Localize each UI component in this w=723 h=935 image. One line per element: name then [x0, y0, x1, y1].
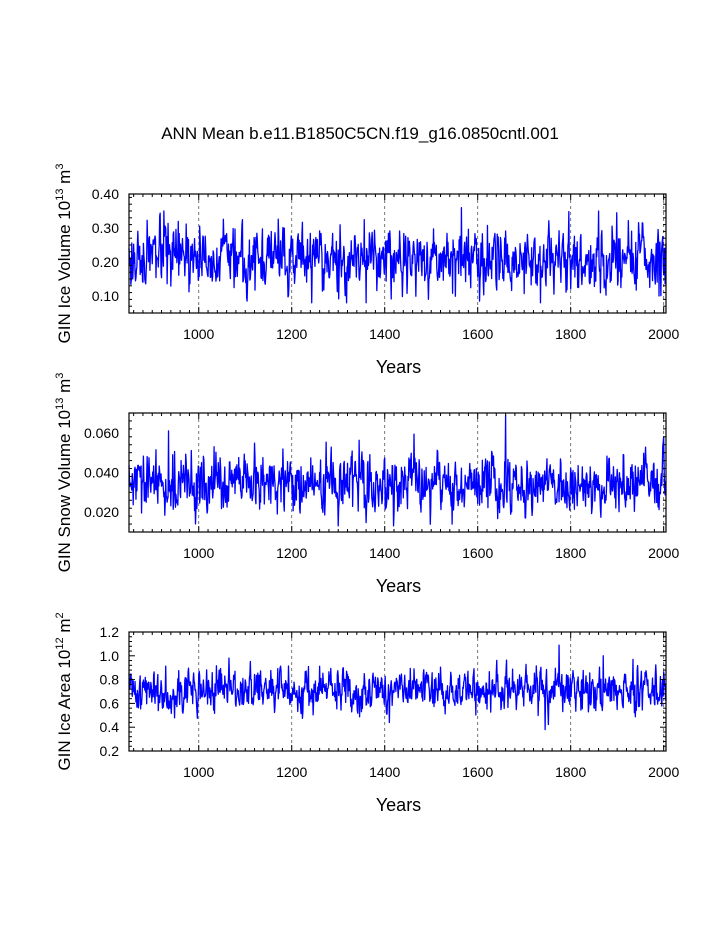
y-label-unit-exponent: 2 — [54, 612, 66, 618]
y-tick-label: 0.060 — [84, 425, 119, 441]
x-tick-label: 1800 — [555, 764, 586, 780]
series-line — [128, 414, 667, 527]
x-tick-label: 2000 — [648, 326, 679, 342]
y-label-text: GIN Snow Volume 10 — [55, 410, 74, 573]
y-label-unit: m — [55, 619, 74, 638]
y-label-exponent: 13 — [54, 189, 66, 201]
x-axis-label: Years — [376, 576, 421, 596]
y-label-unit-exponent: 3 — [54, 373, 66, 379]
chart-panel: 1000 1200 1400 1600 1800 2000 0.020 0.040 0.060 Y… — [54, 373, 679, 596]
x-tick-label: 1400 — [369, 545, 400, 561]
y-label-exponent: 13 — [54, 398, 66, 410]
x-tick-label: 1600 — [462, 326, 493, 342]
x-axis-label: Years — [376, 795, 421, 815]
y-label-text: GIN Ice Volume 10 — [55, 201, 74, 344]
x-tick-label: 1000 — [183, 326, 214, 342]
y-label-unit: m — [55, 170, 74, 189]
x-tick-label: 1000 — [183, 764, 214, 780]
series-line — [128, 206, 667, 304]
y-axis-label: GIN Ice Area 1012 m2 — [54, 612, 74, 770]
y-label-exponent: 12 — [54, 637, 66, 649]
x-tick-label: 1400 — [369, 326, 400, 342]
x-tick-label: 1800 — [555, 326, 586, 342]
y-tick-label: 0.8 — [100, 672, 120, 688]
y-axis-label: GIN Snow Volume 1013 m3 — [54, 373, 74, 573]
x-tick-label: 1800 — [555, 545, 586, 561]
x-tick-label: 1000 — [183, 545, 214, 561]
chart-panel: 1000 1200 1400 1600 1800 2000 0.10 0.20 0.30 0.40… — [54, 164, 679, 377]
plot-frame — [128, 412, 667, 533]
series-line — [128, 644, 667, 731]
y-tick-label: 0.020 — [84, 504, 119, 520]
x-tick-label: 1200 — [276, 545, 307, 561]
y-label-unit-exponent: 3 — [54, 164, 66, 170]
y-tick-label: 0.40 — [92, 186, 119, 202]
x-axis-label: Years — [376, 357, 421, 377]
figure-title: ANN Mean b.e11.B1850C5CN.f19_g16.0850cnt… — [161, 124, 559, 143]
x-tick-label: 1400 — [369, 764, 400, 780]
chart-panel: 1000 1200 1400 1600 1800 2000 0.2 0.4 0.6 0.8 1.0 1… — [54, 612, 679, 815]
panels: 1000 1200 1400 1600 1800 20000.100.200.300.40… — [54, 164, 679, 815]
x-tick-label: 1200 — [276, 764, 307, 780]
y-tick-label: 0.20 — [92, 254, 119, 270]
y-tick-label: 0.4 — [100, 719, 120, 735]
x-tick-label: 1600 — [462, 545, 493, 561]
y-tick-label: 0.040 — [84, 465, 119, 481]
plot-frame — [128, 631, 667, 752]
x-tick-label: 1200 — [276, 326, 307, 342]
y-tick-label: 0.10 — [92, 288, 119, 304]
x-tick-label: 2000 — [648, 545, 679, 561]
y-label-text: GIN Ice Area 10 — [55, 650, 74, 771]
y-tick-label: 0.30 — [92, 220, 119, 236]
x-tick-label: 1600 — [462, 764, 493, 780]
plot-frame — [128, 193, 667, 314]
y-tick-label: 1.2 — [100, 624, 120, 640]
x-tick-label: 2000 — [648, 764, 679, 780]
y-axis-label: GIN Ice Volume 1013 m3 — [54, 164, 74, 344]
y-label-unit: m — [55, 379, 74, 398]
y-tick-label: 1.0 — [100, 648, 120, 664]
y-tick-label: 0.6 — [100, 695, 120, 711]
y-tick-label: 0.2 — [100, 743, 120, 759]
